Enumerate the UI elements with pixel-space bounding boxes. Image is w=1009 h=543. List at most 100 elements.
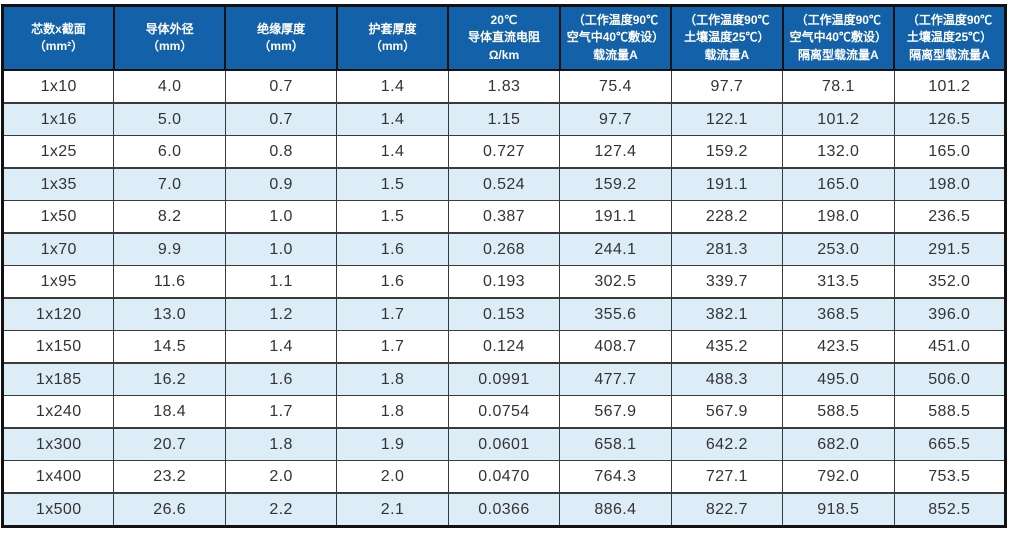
table-row: 1x95 11.6 1.1 1.6 0.193 302.5 339.7 313.5 352.0 (2, 265, 1006, 299)
value-cell: 2.2 (224, 493, 337, 527)
value-cell: 0.0470 (447, 460, 560, 494)
value-cell: 1.6 (224, 363, 337, 396)
value-cell: 11.6 (113, 265, 226, 299)
value-cell: 302.5 (559, 265, 672, 299)
table-row: 1x400 23.2 2.0 2.0 0.0470 764.3 727.1 792.0 753.… (2, 460, 1006, 494)
header-line: 土壤温度25℃） (684, 30, 770, 45)
header-line: 载流量A (704, 47, 750, 62)
size-cell: 1x240 (2, 395, 114, 429)
table-body: 1x10 4.0 0.7 1.4 1.83 75.4 97.7 78.1 101.2 1x16 5.… (2, 70, 1006, 527)
value-cell: 13.0 (113, 298, 226, 331)
size-cell: 1x10 (2, 70, 114, 104)
header-line: 20℃ (490, 12, 518, 27)
header-line: （mm） (369, 39, 416, 53)
size-cell: 1x95 (2, 265, 114, 299)
size-cell: 1x25 (2, 135, 114, 169)
column-header-8: （工作温度90℃ 空气中40℃敷设） 隔离型载流量A (781, 5, 894, 71)
size-cell: 1x400 (2, 460, 114, 494)
value-cell: 0.193 (447, 265, 560, 299)
value-cell: 0.9 (224, 168, 337, 201)
value-cell: 313.5 (782, 265, 894, 299)
value-cell: 727.1 (670, 460, 783, 494)
value-cell: 8.2 (113, 200, 226, 234)
value-cell: 352.0 (893, 265, 1006, 299)
value-cell: 1.7 (336, 330, 449, 364)
value-cell: 14.5 (113, 330, 226, 364)
value-cell: 355.6 (559, 298, 672, 331)
value-cell: 0.124 (447, 330, 560, 364)
header-line: （工作温度90℃ (572, 12, 659, 27)
header-line: 绝缘厚度 (257, 21, 306, 36)
value-cell: 1.4 (336, 103, 449, 136)
value-cell: 382.1 (670, 298, 783, 331)
header-line: 空气中40℃敷设） (566, 30, 665, 45)
value-cell: 244.1 (559, 233, 672, 266)
value-cell: 792.0 (782, 460, 894, 494)
value-cell: 588.5 (782, 395, 894, 429)
table-header: 芯数x截面 （mm²） 导体外径 （mm） 绝缘厚度 （mm） 护套厚度 （mm） 20℃ 导体直… (2, 5, 1006, 71)
value-cell: 451.0 (893, 330, 1006, 364)
value-cell: 1.1 (224, 265, 337, 299)
value-cell: 642.2 (670, 428, 783, 461)
table-row: 1x150 14.5 1.4 1.7 0.124 408.7 435.2 423.5 451.0 (2, 330, 1006, 364)
value-cell: 495.0 (782, 363, 894, 396)
value-cell: 1.0 (224, 233, 337, 266)
table-row: 1x300 20.7 1.8 1.9 0.0601 658.1 642.2 682.0 665.… (2, 428, 1006, 461)
size-cell: 1x300 (2, 428, 114, 461)
value-cell: 506.0 (893, 363, 1006, 396)
value-cell: 2.0 (224, 460, 337, 494)
value-cell: 1.8 (224, 428, 337, 461)
size-cell: 1x50 (2, 200, 114, 234)
value-cell: 0.387 (447, 200, 560, 234)
value-cell: 488.3 (670, 363, 783, 396)
value-cell: 78.1 (782, 70, 894, 104)
table-row: 1x185 16.2 1.6 1.8 0.0991 477.7 488.3 495.0 506.… (2, 363, 1006, 396)
column-header-5: 20℃ 导体直流电阻 Ω/km (447, 5, 560, 71)
value-cell: 753.5 (893, 460, 1006, 494)
column-header-9: （工作温度90℃ 土壤温度25℃） 隔离型载流量A (893, 5, 1006, 71)
value-cell: 1.7 (336, 298, 449, 331)
value-cell: 191.1 (670, 168, 783, 201)
header-line: 芯数x截面 (31, 21, 86, 36)
value-cell: 165.0 (782, 168, 894, 201)
value-cell: 16.2 (113, 363, 226, 396)
value-cell: 423.5 (782, 330, 894, 364)
value-cell: 159.2 (559, 168, 672, 201)
value-cell: 236.5 (893, 200, 1006, 234)
value-cell: 1.6 (336, 265, 449, 299)
value-cell: 101.2 (782, 103, 894, 136)
value-cell: 101.2 (893, 70, 1006, 104)
value-cell: 665.5 (893, 428, 1006, 461)
value-cell: 165.0 (893, 135, 1006, 169)
header-line: 空气中40℃敷设） (789, 30, 887, 45)
value-cell: 5.0 (113, 103, 226, 136)
value-cell: 682.0 (782, 428, 894, 461)
value-cell: 127.4 (559, 135, 672, 169)
value-cell: 0.0754 (447, 395, 560, 429)
value-cell: 2.1 (336, 493, 449, 527)
header-row: 芯数x截面 （mm²） 导体外径 （mm） 绝缘厚度 （mm） 护套厚度 （mm） 20℃ 导体直… (2, 5, 1006, 71)
value-cell: 228.2 (670, 200, 783, 234)
value-cell: 126.5 (893, 103, 1006, 136)
value-cell: 567.9 (670, 395, 783, 429)
value-cell: 159.2 (670, 135, 783, 169)
value-cell: 2.0 (336, 460, 449, 494)
value-cell: 191.1 (559, 200, 672, 234)
value-cell: 408.7 (559, 330, 672, 364)
value-cell: 1.8 (336, 395, 449, 429)
table-row: 1x50 8.2 1.0 1.5 0.387 191.1 228.2 198.0 236.5 (2, 200, 1006, 234)
value-cell: 658.1 (559, 428, 672, 461)
header-line: （mm²） (33, 39, 84, 53)
column-header-3: 绝缘厚度 （mm） (224, 5, 337, 71)
value-cell: 7.0 (113, 168, 226, 201)
table-row: 1x120 13.0 1.2 1.7 0.153 355.6 382.1 368.5 396.0 (2, 298, 1006, 331)
value-cell: 852.5 (893, 493, 1006, 527)
value-cell: 0.727 (447, 135, 560, 169)
header-line: 隔离型载流量A (909, 47, 990, 62)
value-cell: 1.8 (336, 363, 449, 396)
spec-sheet-page: 芯数x截面 （mm²） 导体外径 （mm） 绝缘厚度 （mm） 护套厚度 （mm） 20℃ 导体直… (0, 4, 1009, 543)
column-header-2: 导体外径 （mm） (112, 5, 226, 71)
table-row: 1x16 5.0 0.7 1.4 1.15 97.7 122.1 101.2 126.5 (2, 103, 1006, 136)
value-cell: 9.9 (113, 233, 226, 266)
value-cell: 588.5 (893, 395, 1006, 429)
